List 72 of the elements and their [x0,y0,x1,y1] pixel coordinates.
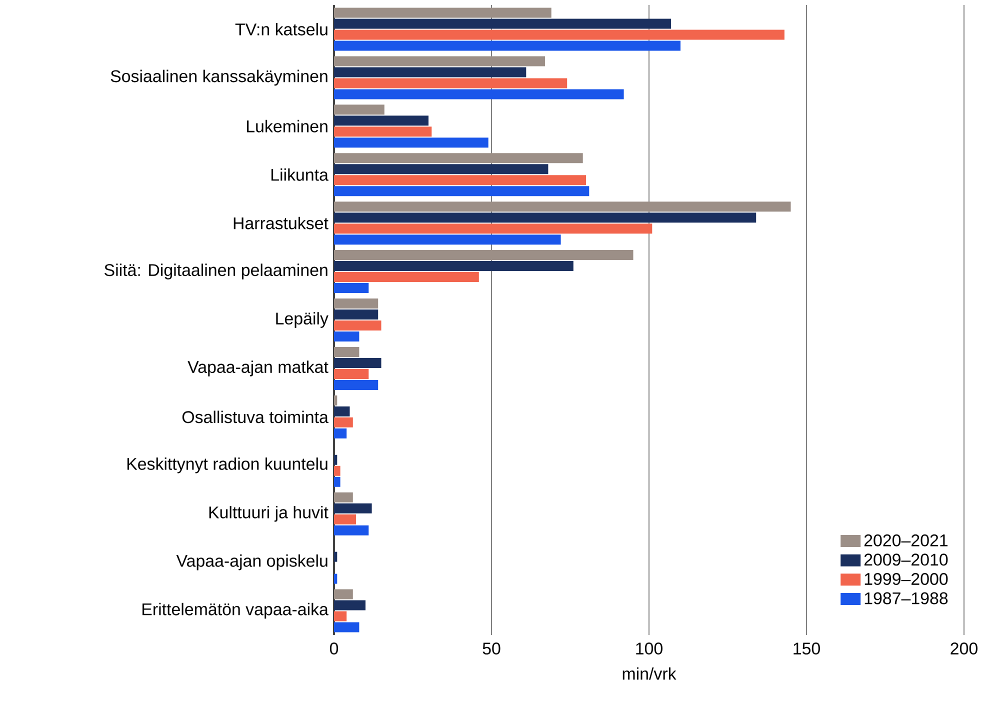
bar [334,428,347,438]
bar [334,552,338,562]
bar [334,186,590,196]
bar [334,89,624,100]
y-tick-label: Kulttuuri ja huvit [209,506,328,522]
y-tick-label: Liikunta [271,168,328,181]
bar [334,67,526,78]
legend-label: 1987–1988 [864,592,948,604]
bar [334,164,548,174]
bar [334,395,338,406]
bar [334,30,784,40]
x-tick-label: 200 [950,642,978,655]
bar [334,331,360,342]
bar [334,116,429,126]
bar [334,234,561,245]
bar [334,283,369,294]
y-tick-label: Lukeminen [247,120,328,132]
bar [334,56,546,66]
legend-label: 2009–2010 [864,554,948,566]
y-tick-label: Sosiaalinen kanssakäyminen [110,70,328,86]
x-tick-label: 50 [482,642,500,655]
x-tick-label: 0 [330,642,338,655]
y-tick-label: Lepäily [276,312,328,328]
bar [334,175,586,186]
bar [334,250,634,260]
bar [334,309,378,320]
bar [334,611,347,622]
bar [334,503,372,514]
bar [334,492,353,502]
bar [334,346,360,357]
legend-label: 2020–2021 [864,534,948,546]
y-tick-label: Harrastukset [234,216,328,230]
bar [334,320,382,330]
bar [334,138,488,148]
bar [334,589,353,600]
y-tick-label: Osallistuva toiminta [182,410,328,424]
bar [334,358,382,368]
bar [334,40,681,51]
bar [334,212,756,223]
bar [334,261,574,272]
x-tick-label: 100 [636,642,662,655]
y-tick-label: TV:n katselu [235,23,328,36]
bar [334,126,432,137]
bar [334,600,366,610]
bar [334,454,338,465]
bar [334,525,369,536]
bar [334,476,340,487]
bar [334,466,340,476]
bar [334,104,384,115]
bar [334,153,583,164]
bar [334,18,672,29]
bar [334,417,353,428]
x-tick-label: 150 [794,642,820,655]
bar [334,272,479,282]
legend-label: 1999–2000 [864,572,948,585]
bar [334,406,350,416]
bar [334,514,356,524]
y-tick-label: Vapaa-ajan matkat [188,360,328,376]
bar [334,574,338,584]
bar [334,224,652,234]
bar [334,8,552,18]
y-tick-label: Siitä: Digitaalinen pelaaminen [104,264,328,280]
y-tick-label: Erittelemätön vapaa-aika [142,602,328,619]
x-axis-title: min/vrk [622,667,676,680]
bar [334,202,791,212]
bar [334,380,378,390]
bar [334,368,369,379]
y-tick-label: Vapaa-ajan opiskelu [176,554,328,570]
y-tick-label: Keskittynyt radion kuuntelu [127,457,328,474]
bar [334,78,568,88]
bar [334,622,360,632]
bar [334,298,378,308]
